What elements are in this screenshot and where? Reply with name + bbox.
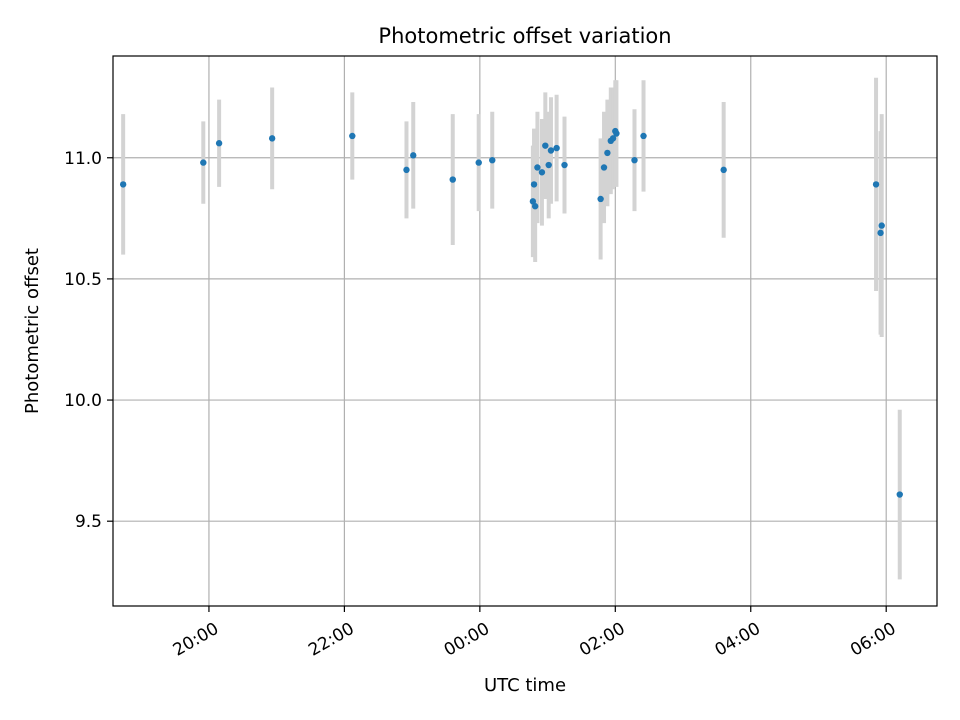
data-point xyxy=(878,222,885,229)
data-point xyxy=(200,159,207,166)
grid-lines xyxy=(113,56,937,606)
axis-ticks: 20:00 22:00 00:00 02:00 04:00 06:00 9.5 10.0 10.… xyxy=(64,149,899,661)
data-point xyxy=(896,491,903,498)
y-tick-label: 10.0 xyxy=(64,391,102,411)
data-point xyxy=(720,166,727,174)
data-point xyxy=(529,198,537,205)
data-point xyxy=(475,159,482,166)
x-tick-label: 00:00 xyxy=(441,619,493,661)
data-point xyxy=(215,140,223,147)
error-bars xyxy=(121,77,902,580)
data-point xyxy=(410,152,417,159)
data-point xyxy=(547,147,555,154)
data-point xyxy=(877,229,884,237)
data-point xyxy=(489,156,496,164)
data-point xyxy=(609,135,617,142)
data-point xyxy=(534,164,541,171)
chart-title: Photometric offset variation xyxy=(378,24,671,48)
data-point xyxy=(597,195,604,203)
y-tick-label: 10.5 xyxy=(64,270,102,290)
plot-frame xyxy=(112,55,938,607)
data-point xyxy=(631,156,638,164)
data-point xyxy=(561,161,568,169)
x-tick-label: 02:00 xyxy=(576,619,628,661)
data-point xyxy=(530,181,538,188)
data-point xyxy=(872,181,880,188)
data-point xyxy=(349,132,356,140)
data-point xyxy=(542,142,549,149)
data-point xyxy=(403,166,410,174)
x-tick-label: 06:00 xyxy=(847,619,899,661)
data-point xyxy=(268,135,276,142)
data-point xyxy=(119,181,127,188)
data-point xyxy=(604,149,611,157)
data-point xyxy=(449,176,456,183)
y-tick-label: 9.5 xyxy=(75,512,102,532)
data-points xyxy=(119,127,903,498)
data-point xyxy=(531,203,539,210)
x-tick-label: 20:00 xyxy=(170,619,222,661)
data-point xyxy=(553,144,560,152)
y-axis-label: Photometric offset xyxy=(22,248,43,414)
data-point xyxy=(538,169,546,176)
x-tick-label: 22:00 xyxy=(305,619,357,661)
y-tick-label: 11.0 xyxy=(64,149,102,169)
data-point xyxy=(613,130,620,137)
data-point xyxy=(640,132,647,140)
x-tick-label: 04:00 xyxy=(712,619,764,661)
x-axis-label: UTC time xyxy=(484,675,566,696)
data-point xyxy=(545,161,552,169)
data-point xyxy=(600,164,608,171)
